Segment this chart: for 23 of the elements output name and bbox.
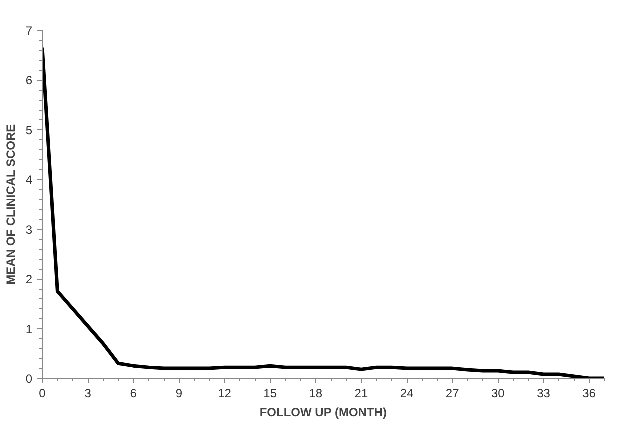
y-tick-label: 7	[26, 24, 33, 38]
x-tick-label: 30	[492, 386, 506, 400]
y-tick-label: 5	[26, 123, 33, 138]
x-tick-label: 33	[537, 386, 551, 400]
y-tick-label: 4	[26, 173, 33, 188]
y-axis-title: MEAN OF CLINICAL SCORE	[4, 124, 18, 285]
y-tick-label: 3	[26, 222, 33, 237]
x-tick-label: 12	[218, 386, 232, 400]
x-tick-label: 15	[264, 386, 278, 400]
y-tick-label: 6	[26, 74, 33, 88]
x-tick-label: 6	[130, 386, 138, 400]
x-tick-label: 24	[400, 386, 414, 400]
x-tick-label: 3	[84, 386, 92, 400]
x-tick-label: 21	[354, 386, 368, 400]
x-tick-label: 0	[39, 386, 46, 400]
x-tick-label: 27	[446, 386, 460, 400]
x-tick-label: 18	[309, 386, 323, 400]
y-tick-label: 1	[26, 322, 33, 336]
y-tick-label: 0	[26, 372, 33, 386]
y-tick-label: 2	[26, 272, 33, 287]
x-tick-label: 9	[176, 386, 183, 400]
x-axis-title: FOLLOW UP (MONTH)	[260, 406, 387, 420]
x-tick-label: 36	[582, 386, 596, 400]
